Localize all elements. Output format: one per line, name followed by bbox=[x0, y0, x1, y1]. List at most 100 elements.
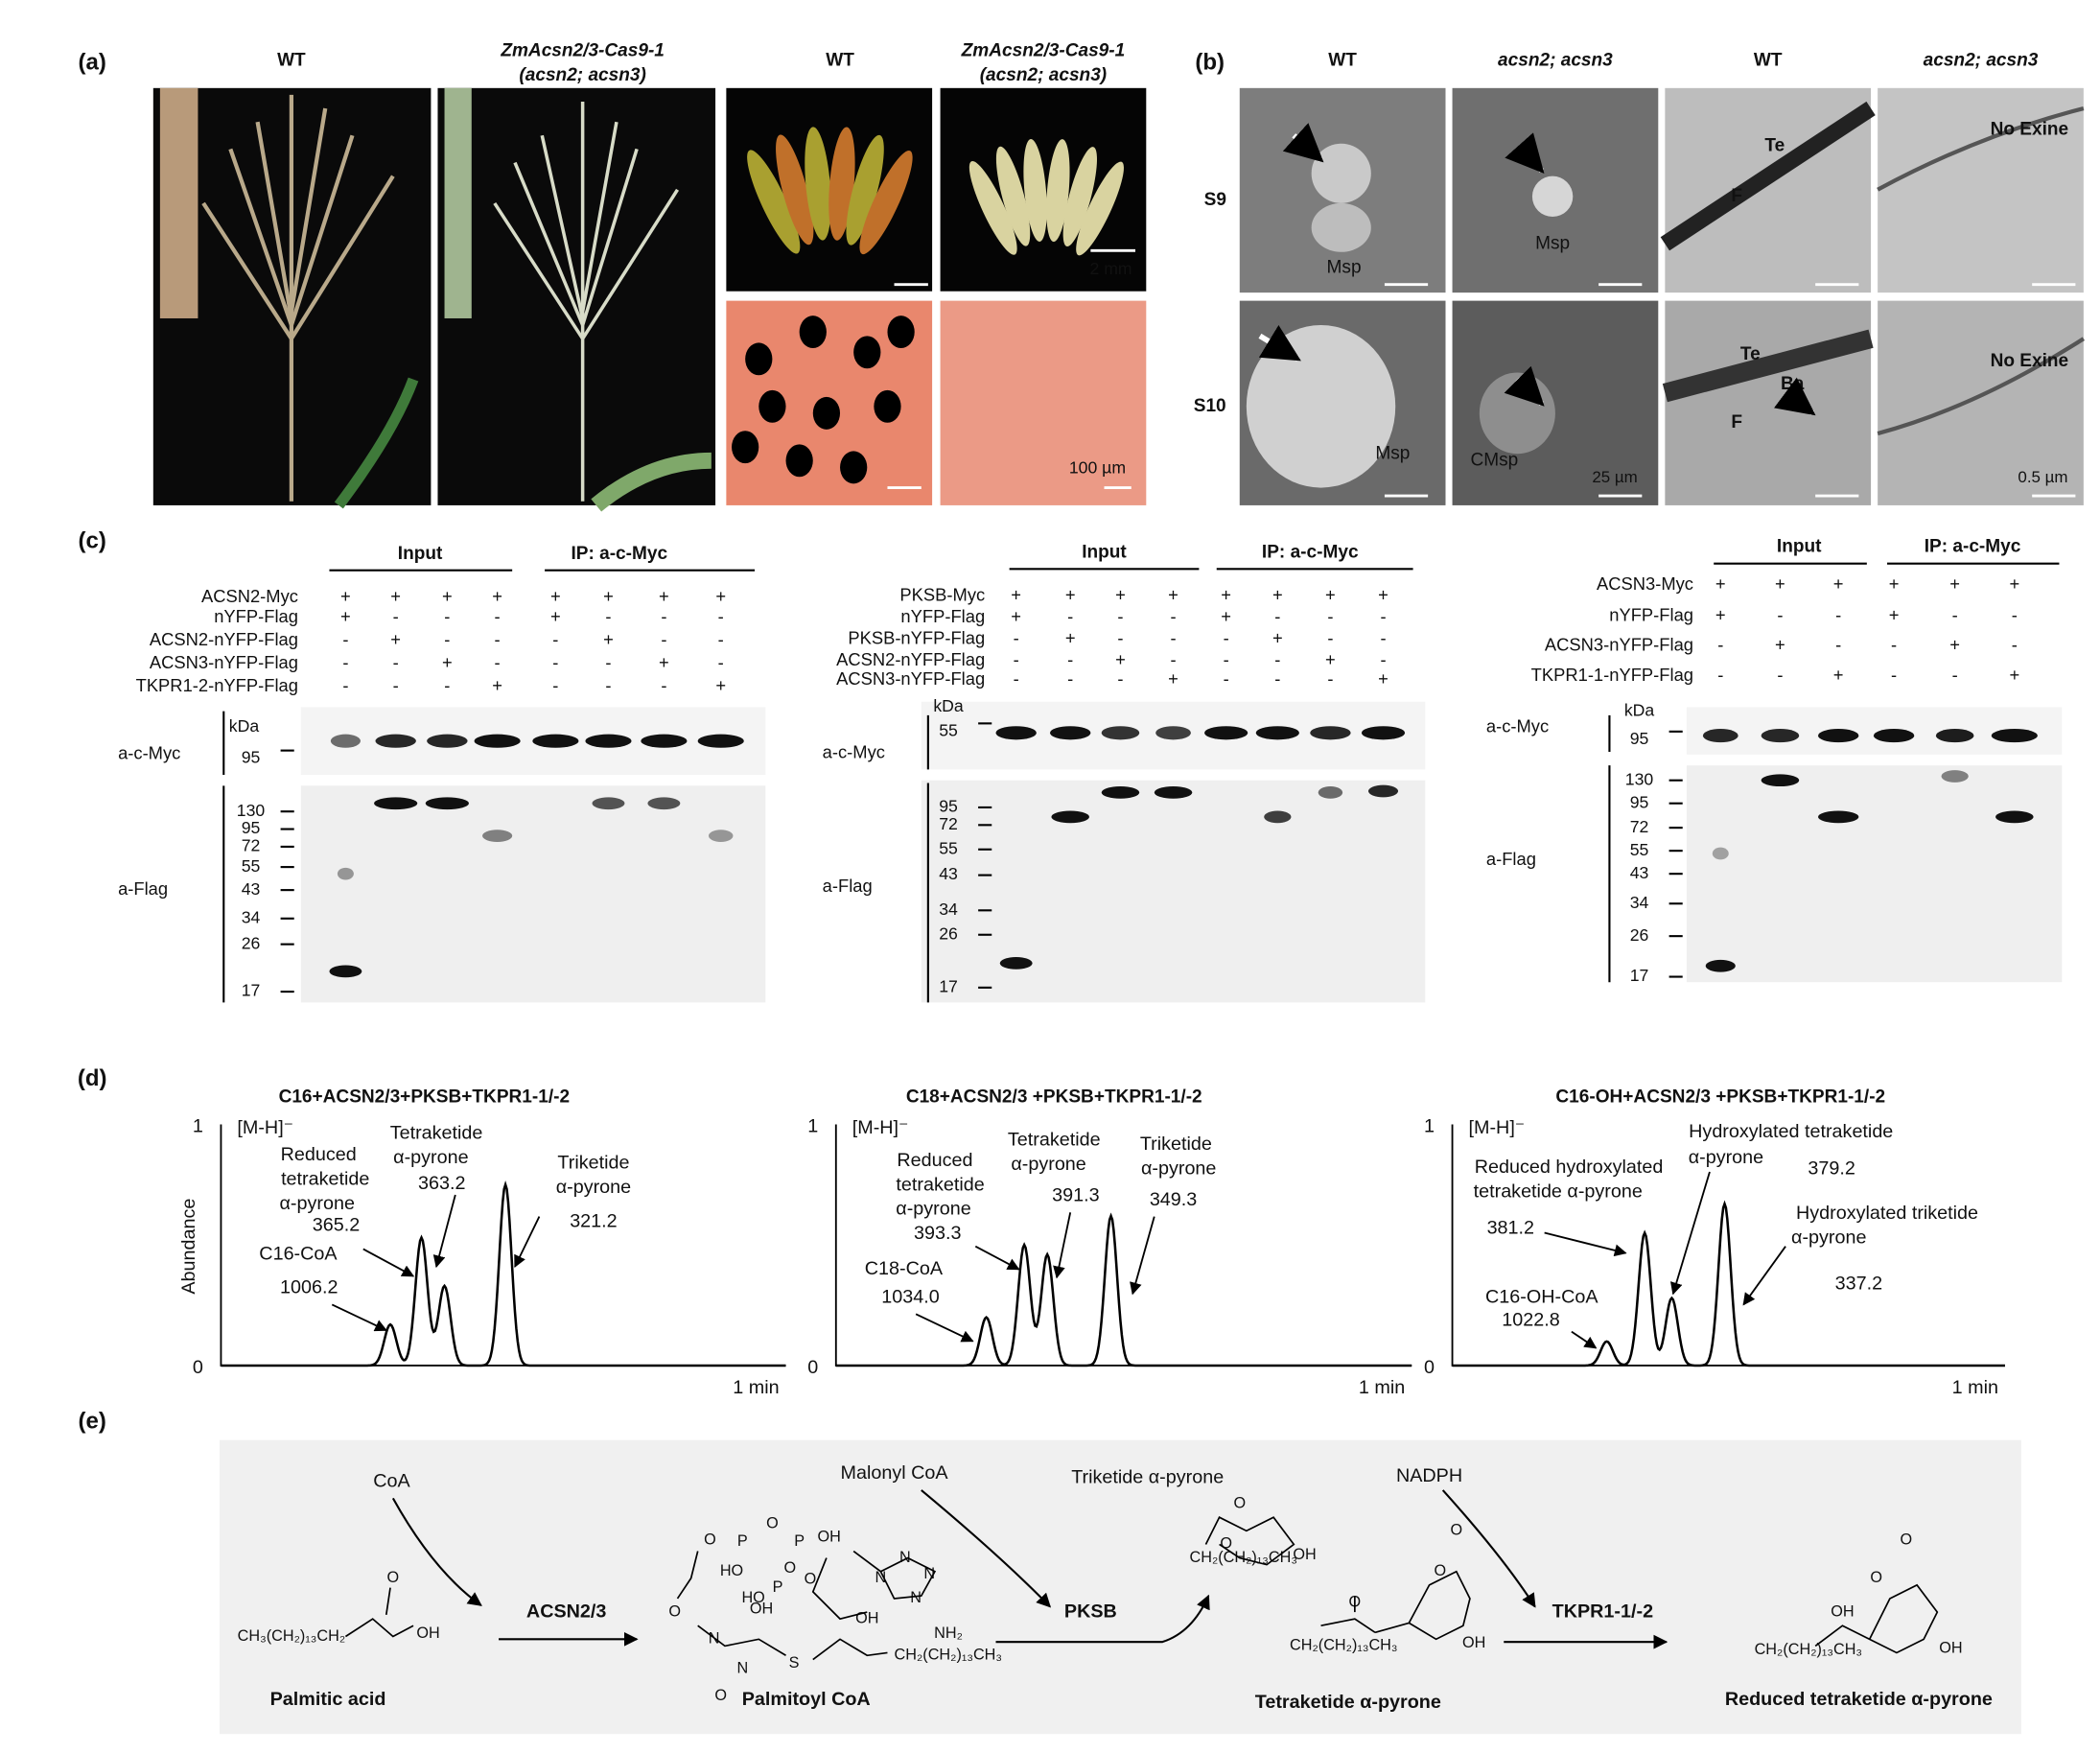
microspore bbox=[1311, 143, 1371, 203]
sign: + bbox=[1949, 573, 1960, 594]
atom-label: O bbox=[783, 1559, 796, 1577]
marker-label: 55 bbox=[939, 838, 958, 857]
pollen bbox=[887, 316, 915, 349]
band bbox=[995, 726, 1037, 740]
sign: + bbox=[1775, 635, 1785, 655]
marker-label: 72 bbox=[1630, 817, 1649, 836]
sign: + bbox=[603, 586, 614, 606]
column-header: WT bbox=[277, 51, 306, 71]
pollen bbox=[840, 451, 868, 484]
atom-label: CH₂(CH₂)₁₃CH₃ bbox=[895, 1647, 1002, 1664]
micrograph-annotation: Te bbox=[1740, 344, 1761, 364]
band bbox=[1817, 729, 1859, 743]
sign: - bbox=[718, 606, 724, 626]
bond bbox=[852, 1550, 937, 1600]
sign: - bbox=[1067, 649, 1073, 669]
peak-annotation: 379.2 bbox=[1808, 1157, 1855, 1179]
sign: + bbox=[1065, 628, 1076, 648]
anther bbox=[1062, 147, 1097, 246]
arrow bbox=[1258, 324, 1301, 362]
band bbox=[374, 797, 418, 810]
chart-title: C16+ACSN2/3+PKSB+TKPR1-1/-2 bbox=[279, 1087, 571, 1107]
group-header: Input bbox=[1082, 542, 1127, 562]
sign: + bbox=[1115, 584, 1126, 604]
chart-title: C16-OH+ACSN2/3 +PKSB+TKPR1-1/-2 bbox=[1555, 1087, 1885, 1107]
column-header: WT bbox=[1754, 51, 1783, 71]
sign: + bbox=[1115, 649, 1126, 669]
panel-label: (b) bbox=[1195, 50, 1225, 76]
tassel-branch bbox=[201, 201, 293, 340]
column-header: ZmAcsn2/3-Cas9-1 bbox=[500, 41, 665, 61]
sign: - bbox=[552, 629, 558, 649]
group-header: IP: a-c-Myc bbox=[1925, 537, 2021, 557]
sign: - bbox=[1014, 649, 1019, 669]
sign: - bbox=[1014, 628, 1019, 648]
atom-label: CH₃(CH₂)₁₃CH₂ bbox=[238, 1627, 345, 1645]
marker-label: 43 bbox=[1630, 863, 1649, 882]
construct-label: nYFP-Flag bbox=[1609, 605, 1693, 625]
sign: + bbox=[1378, 584, 1388, 604]
pollen bbox=[874, 389, 901, 423]
scale-bar-label: 25 µm bbox=[1592, 468, 1637, 486]
sign: - bbox=[1224, 628, 1229, 648]
pollen bbox=[853, 336, 881, 369]
y-tick-label: 0 bbox=[193, 1357, 203, 1378]
sign: - bbox=[1274, 668, 1280, 689]
atom-label: N bbox=[899, 1549, 911, 1566]
bond bbox=[1320, 1618, 1376, 1633]
peak-annotation: α-pyrone bbox=[393, 1147, 468, 1168]
bond bbox=[344, 1618, 414, 1638]
annotation-arrow bbox=[974, 1245, 1020, 1271]
atom-label: P bbox=[773, 1578, 783, 1596]
atom-label: O bbox=[1870, 1569, 1882, 1586]
marker-label: 34 bbox=[1630, 893, 1649, 912]
bond bbox=[1814, 1583, 1939, 1654]
sign: - bbox=[1224, 668, 1229, 689]
band bbox=[1204, 726, 1248, 740]
sign: - bbox=[605, 606, 611, 626]
band bbox=[1051, 810, 1089, 824]
annotation-arrow bbox=[1742, 1246, 1786, 1306]
sign: - bbox=[1835, 635, 1841, 655]
group-header: Input bbox=[1777, 537, 1822, 557]
peak-annotation: Triketide bbox=[1140, 1134, 1212, 1155]
annotation-arrow bbox=[1669, 1171, 1711, 1296]
construct-label: ACSN3-Myc bbox=[1597, 573, 1693, 594]
atom-label: OH bbox=[750, 1601, 773, 1618]
reagent-label: Malonyl CoA bbox=[841, 1462, 949, 1484]
sign: - bbox=[393, 652, 399, 672]
band bbox=[585, 734, 632, 748]
atom-label: OH bbox=[1293, 1546, 1316, 1563]
unit-label: kDa bbox=[933, 696, 964, 715]
x-axis-label: 1 min bbox=[1952, 1377, 1998, 1398]
marker-label: 26 bbox=[1630, 925, 1649, 945]
band bbox=[1155, 726, 1191, 740]
column-header: ZmAcsn2/3-Cas9-1 bbox=[961, 41, 1126, 61]
annotation-arrow bbox=[362, 1248, 415, 1277]
peak-annotation: 393.3 bbox=[914, 1223, 961, 1244]
band bbox=[1991, 729, 2038, 743]
peak-annotation: α-pyrone bbox=[280, 1193, 355, 1214]
scale-bar-label: 100 µm bbox=[1069, 457, 1126, 477]
column-header: acsn2; acsn3 bbox=[1924, 51, 2039, 71]
anther bbox=[1023, 139, 1047, 242]
column-header: WT bbox=[1328, 51, 1357, 71]
ion-label: [M-H]⁻ bbox=[1469, 1117, 1526, 1138]
chromatogram-trace bbox=[221, 1180, 786, 1367]
y-tick-label: 0 bbox=[1424, 1357, 1435, 1378]
exine bbox=[1662, 329, 1874, 403]
sign: + bbox=[1011, 584, 1021, 604]
sign: + bbox=[1272, 628, 1283, 648]
micrograph-annotation: Msp bbox=[1375, 443, 1410, 463]
atom-label: NH₂ bbox=[934, 1624, 963, 1642]
atom-label: CH₂(CH₂)₁₃CH₃ bbox=[1755, 1641, 1862, 1658]
antibody-label: a-Flag bbox=[118, 878, 168, 899]
sign: + bbox=[1272, 584, 1283, 604]
y-tick-label: 1 bbox=[807, 1116, 818, 1137]
bond bbox=[1204, 1516, 1295, 1566]
tassel-branch bbox=[289, 107, 328, 313]
atom-label: N bbox=[923, 1565, 935, 1582]
sign: - bbox=[1380, 649, 1386, 669]
band bbox=[1101, 726, 1140, 740]
micrograph bbox=[1878, 300, 2084, 505]
